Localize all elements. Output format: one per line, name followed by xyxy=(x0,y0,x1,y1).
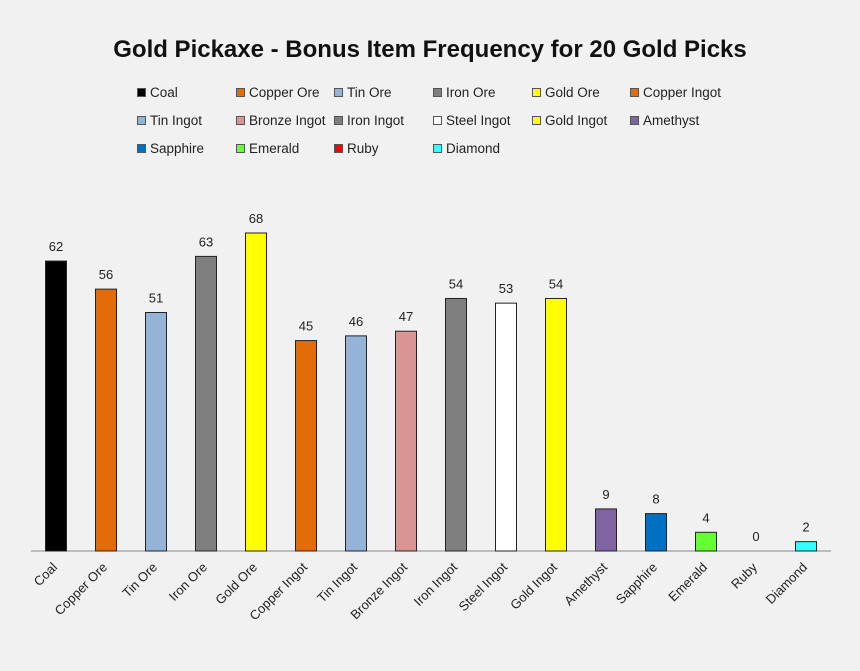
legend-swatch xyxy=(236,143,245,153)
legend-label: Steel Ingot xyxy=(446,112,511,128)
legend-label: Iron Ingot xyxy=(347,112,405,128)
tick-label-gold-ore: Gold Ore xyxy=(212,560,260,608)
bar-gold-ingot xyxy=(545,297,567,552)
bar-tin-ingot xyxy=(345,335,367,552)
legend-swatch xyxy=(236,115,245,125)
legend-item-coal: Coal xyxy=(137,84,178,100)
bar-sapphire xyxy=(645,513,667,552)
legend-item-emerald: Emerald xyxy=(236,140,299,156)
legend-item-copper-ingot: Copper Ingot xyxy=(630,84,721,100)
data-label-copper-ore: 56 xyxy=(99,267,113,282)
data-label-coal: 62 xyxy=(49,239,63,254)
data-label-tin-ore: 51 xyxy=(149,291,163,306)
bar-bronze-ingot xyxy=(395,330,417,552)
data-label-tin-ingot: 46 xyxy=(349,314,363,329)
bar-copper-ore xyxy=(95,288,117,552)
data-label-iron-ore: 63 xyxy=(199,234,213,249)
tick-label-amethyst: Amethyst xyxy=(561,559,610,608)
data-label-amethyst: 9 xyxy=(602,487,609,502)
legend-swatch xyxy=(433,87,442,97)
legend-swatch xyxy=(334,143,343,153)
legend-label: Tin Ingot xyxy=(150,112,203,128)
legend-label: Bronze Ingot xyxy=(249,112,326,128)
tick-label-emerald: Emerald xyxy=(665,560,710,605)
legend-swatch xyxy=(532,115,541,125)
tick-label-diamond: Diamond xyxy=(763,560,810,607)
tick-label-iron-ore: Iron Ore xyxy=(166,560,210,604)
legend-item-amethyst: Amethyst xyxy=(630,112,699,128)
data-label-steel-ingot: 53 xyxy=(499,281,513,296)
bar-iron-ingot xyxy=(445,297,467,552)
data-label-bronze-ingot: 47 xyxy=(399,309,413,324)
data-label-gold-ore: 68 xyxy=(249,211,263,226)
legend-swatch xyxy=(236,87,245,97)
bar-tin-ore xyxy=(145,312,167,552)
legend-swatch xyxy=(433,143,442,153)
data-label-copper-ingot: 45 xyxy=(299,319,313,334)
legend-label: Tin Ore xyxy=(347,84,392,100)
tick-label-coal: Coal xyxy=(31,559,61,589)
tick-label-sapphire: Sapphire xyxy=(613,560,660,607)
tick-label-copper-ore: Copper Ore xyxy=(51,560,110,619)
legend-label: Diamond xyxy=(446,140,501,156)
bar-amethyst xyxy=(595,508,617,552)
legend-label: Ruby xyxy=(347,140,379,156)
legend-label: Coal xyxy=(150,84,178,100)
legend-swatch xyxy=(334,87,343,97)
legend-label: Iron Ore xyxy=(446,84,496,100)
data-label-sapphire: 8 xyxy=(652,492,659,507)
tick-label-gold-ingot: Gold Ingot xyxy=(507,559,560,612)
legend-item-copper-ore: Copper Ore xyxy=(236,84,320,100)
bar-gold-ore xyxy=(245,232,267,552)
data-label-emerald: 4 xyxy=(702,510,709,525)
legend-item-iron-ore: Iron Ore xyxy=(433,84,496,100)
legend-item-tin-ingot: Tin Ingot xyxy=(137,112,202,128)
tick-label-ruby: Ruby xyxy=(728,559,760,591)
tick-label-steel-ingot: Steel Ingot xyxy=(456,559,511,614)
tick-label-iron-ingot: Iron Ingot xyxy=(411,559,461,609)
legend-swatch xyxy=(137,87,146,97)
legend-item-tin-ore: Tin Ore xyxy=(334,84,392,100)
bar-diamond xyxy=(795,541,817,552)
legend-label: Sapphire xyxy=(150,140,205,156)
legend-item-steel-ingot: Steel Ingot xyxy=(433,112,511,128)
legend-swatch xyxy=(137,115,146,125)
data-label-iron-ingot: 54 xyxy=(449,276,463,291)
legend-label: Copper Ingot xyxy=(643,84,722,100)
legend-swatch xyxy=(433,115,442,125)
data-label-ruby: 0 xyxy=(752,529,759,544)
legend-item-diamond: Diamond xyxy=(433,140,500,156)
tick-label-tin-ingot: Tin Ingot xyxy=(314,559,360,605)
legend-item-bronze-ingot: Bronze Ingot xyxy=(236,112,326,128)
legend-swatch xyxy=(532,87,541,97)
data-label-diamond: 2 xyxy=(802,520,809,535)
legend-swatch xyxy=(334,115,343,125)
legend-item-gold-ore: Gold Ore xyxy=(532,84,600,100)
data-label-gold-ingot: 54 xyxy=(549,276,563,291)
bar-copper-ingot xyxy=(295,340,317,552)
bar-emerald xyxy=(695,531,717,552)
legend-label: Emerald xyxy=(249,140,300,156)
legend-label: Gold Ingot xyxy=(545,112,608,128)
legend-label: Gold Ore xyxy=(545,84,600,100)
legend-item-sapphire: Sapphire xyxy=(137,140,204,156)
legend-item-iron-ingot: Iron Ingot xyxy=(334,112,404,128)
bar-coal xyxy=(45,260,67,552)
bar-steel-ingot xyxy=(495,302,517,552)
legend-item-gold-ingot: Gold Ingot xyxy=(532,112,607,128)
legend-item-ruby: Ruby xyxy=(334,140,379,156)
chart-title: Gold Pickaxe - Bonus Item Frequency for … xyxy=(113,36,747,63)
legend-swatch xyxy=(630,115,639,125)
legend-swatch xyxy=(137,143,146,153)
chart-legend: Coal Copper Ore Tin Ore Iron Ore Gold Ore Cop… xyxy=(0,0,860,180)
legend-label: Amethyst xyxy=(643,112,700,128)
bar-iron-ore xyxy=(195,255,217,552)
legend-label: Copper Ore xyxy=(249,84,320,100)
tick-label-tin-ore: Tin Ore xyxy=(119,560,160,601)
legend-swatch xyxy=(630,87,639,97)
